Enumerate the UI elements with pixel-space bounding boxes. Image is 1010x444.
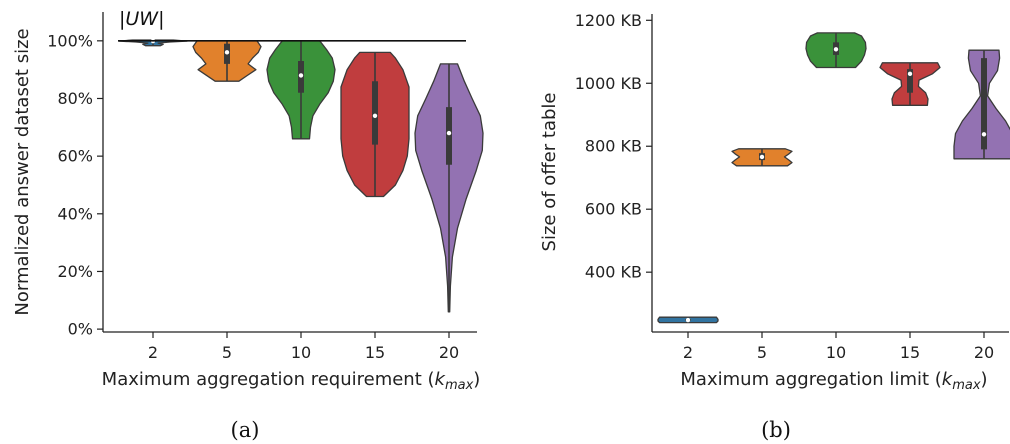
x-tick-label: 5 [757, 343, 767, 362]
y-tick-label: 600 KB [585, 200, 642, 219]
y-axis-label-a: Normalized answer dataset size [12, 28, 33, 315]
x-ticks-a: 2 5 10 15 20 [148, 332, 459, 362]
x-tick-label: 10 [826, 343, 846, 362]
x-tick-label: 5 [222, 343, 232, 362]
chart-a: 0% 20% 40% 60% 80% 100% 2 5 10 15 20 |UW| Normali… [12, 8, 484, 442]
violin-median-dot [759, 154, 765, 160]
violin-median-dot [981, 132, 987, 137]
x-tick-label: 20 [439, 343, 459, 362]
y-axis-label-b: Size of offer table [539, 93, 560, 252]
x-axis-label-b-var: k [942, 369, 954, 390]
violin-median-dot [298, 73, 304, 78]
caption-b: (b) [761, 418, 791, 442]
y-tick-label: 100% [47, 31, 93, 50]
y-tick-label: 0% [68, 320, 93, 339]
reference-line-label: |UW| [119, 8, 165, 30]
y-tick-label: 40% [57, 204, 93, 223]
x-tick-label: 2 [148, 343, 158, 362]
violin-median-dot [372, 113, 378, 118]
y-tick-label: 1200 KB [575, 11, 642, 30]
caption-a: (a) [231, 418, 260, 442]
x-tick-label: 20 [974, 343, 994, 362]
x-axis-label-a-var: k [435, 369, 447, 390]
x-axis-label-a-close: ) [473, 369, 480, 390]
y-tick-label: 60% [57, 147, 93, 166]
y-tick-label: 20% [57, 262, 93, 281]
violins-a [118, 38, 484, 313]
x-tick-label: 15 [900, 343, 920, 362]
violin-median-dot [685, 317, 691, 323]
violin-median-dot [907, 71, 913, 77]
x-axis-label-b: Maximum aggregation limit (kmax) [680, 369, 987, 393]
x-tick-label: 2 [683, 343, 693, 362]
y-tick-label: 800 KB [585, 137, 642, 156]
x-axis-label-a: Maximum aggregation requirement (kmax) [102, 369, 481, 393]
y-ticks-b: 400 KB 600 KB 800 KB 1000 KB 1200 KB [575, 11, 652, 282]
violin-median-dot [224, 50, 230, 55]
violin-median-dot [446, 130, 452, 136]
x-axis-label-a-text: Maximum aggregation requirement ( [102, 369, 435, 390]
x-axis-label-b-text: Maximum aggregation limit ( [680, 369, 941, 390]
x-ticks-b: 2 5 10 15 20 [683, 332, 994, 362]
x-tick-label: 15 [365, 343, 385, 362]
x-axis-label-a-sub: max [445, 378, 474, 393]
y-tick-label: 1000 KB [575, 74, 642, 93]
violin-median-dot [833, 47, 839, 52]
y-tick-label: 400 KB [585, 263, 642, 282]
x-tick-label: 10 [291, 343, 311, 362]
y-ticks-a: 0% 20% 40% 60% 80% 100% [47, 31, 103, 339]
x-axis-label-b-close: ) [981, 369, 988, 390]
x-axis-label-b-sub: max [952, 378, 981, 393]
violins-b [657, 32, 1010, 324]
y-tick-label: 80% [57, 89, 93, 108]
